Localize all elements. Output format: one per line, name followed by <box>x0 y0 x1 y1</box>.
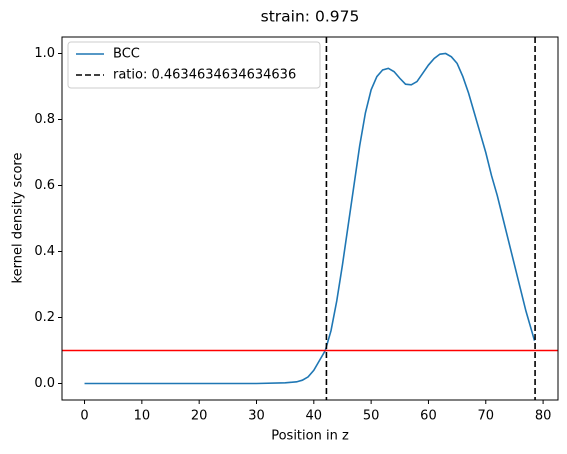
y-axis-label: kernel density score <box>11 153 26 284</box>
data-line <box>84 52 536 385</box>
x-axis-label: Position in z <box>271 429 349 444</box>
y-tick-label: 0.6 <box>34 178 55 193</box>
x-tick-label: 20 <box>191 409 208 424</box>
legend-label: ratio: 0.4634634634634636 <box>113 68 296 83</box>
y-tick-label: 0.0 <box>34 376 55 391</box>
x-tick-label: 60 <box>420 409 437 424</box>
x-tick-label: 0 <box>80 409 88 424</box>
y-tick-label: 1.0 <box>34 46 55 61</box>
y-tick-label: 0.8 <box>34 112 55 127</box>
x-tick-label: 50 <box>363 409 380 424</box>
chart-title: strain: 0.975 <box>261 8 360 26</box>
y-tick-label: 0.2 <box>34 310 55 325</box>
x-tick-label: 40 <box>306 409 323 424</box>
x-tick-label: 30 <box>248 409 265 424</box>
y-tick-label: 0.4 <box>34 244 55 259</box>
plot-frame <box>61 36 559 401</box>
legend-label: BCC <box>113 47 140 62</box>
x-tick-label: 10 <box>134 409 151 424</box>
x-tick-label: 80 <box>535 409 552 424</box>
legend-box <box>67 41 321 89</box>
x-tick-label: 70 <box>478 409 495 424</box>
